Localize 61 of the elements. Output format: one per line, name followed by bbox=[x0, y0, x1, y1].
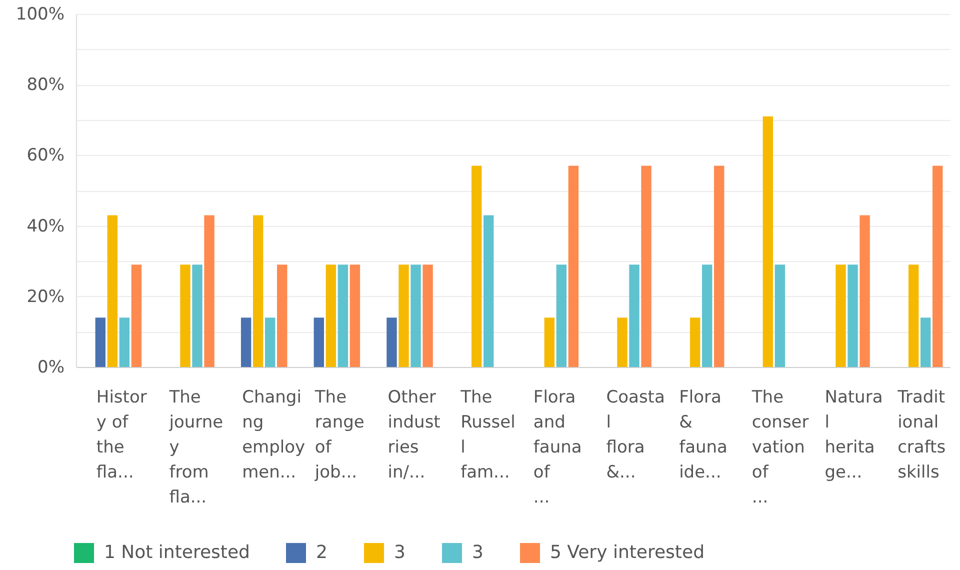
bar bbox=[471, 166, 482, 367]
bar bbox=[277, 264, 288, 367]
x-tick-label: Tradit ional crafts skills bbox=[896, 388, 946, 482]
legend-label: 3 bbox=[472, 542, 484, 563]
bar bbox=[714, 166, 724, 367]
bar bbox=[617, 318, 628, 367]
bar bbox=[398, 264, 409, 367]
bar bbox=[338, 264, 348, 367]
bar bbox=[119, 318, 130, 367]
bar bbox=[326, 264, 336, 367]
bar bbox=[264, 318, 276, 367]
legend-label: 3 bbox=[394, 542, 406, 563]
y-tick-label: 40% bbox=[26, 216, 64, 236]
y-tick-label: 0% bbox=[38, 358, 64, 378]
bar bbox=[641, 166, 652, 367]
bar bbox=[386, 318, 397, 367]
y-tick-label: 80% bbox=[26, 75, 64, 96]
legend-label: 2 bbox=[316, 542, 328, 563]
x-tick-label: The range of job... bbox=[314, 388, 364, 482]
bar bbox=[774, 264, 786, 367]
bar bbox=[920, 318, 931, 367]
bar bbox=[932, 166, 943, 367]
bar bbox=[240, 318, 252, 367]
bar bbox=[422, 264, 433, 367]
bar bbox=[908, 264, 919, 367]
bar bbox=[95, 318, 106, 367]
legend-label: 5 Very interested bbox=[550, 542, 704, 563]
bar bbox=[410, 264, 421, 367]
x-tick-label: Other indust ries in/... bbox=[388, 388, 441, 482]
bar bbox=[483, 215, 494, 367]
bar bbox=[762, 116, 774, 367]
x-tick-label: The journe y from fla... bbox=[168, 388, 224, 508]
bar bbox=[314, 318, 324, 367]
x-tick-label: Flora & fauna ide... bbox=[679, 388, 728, 482]
bar bbox=[848, 264, 858, 367]
y-tick-label: 20% bbox=[26, 286, 64, 307]
bar bbox=[860, 215, 870, 367]
y-tick-label: 100% bbox=[16, 4, 64, 24]
bar bbox=[252, 215, 264, 367]
y-tick-label: 60% bbox=[26, 146, 64, 166]
x-tick-label: Histor y of the fla... bbox=[96, 388, 147, 482]
x-tick-label: Natura l herita ge... bbox=[824, 388, 883, 482]
bar bbox=[131, 264, 142, 367]
bar bbox=[556, 264, 567, 367]
bar bbox=[690, 318, 700, 367]
x-tick-label: The Russel l fam... bbox=[460, 388, 516, 482]
bar bbox=[350, 264, 360, 367]
legend-label: 1 Not interested bbox=[104, 542, 250, 563]
bar bbox=[180, 264, 190, 367]
bar bbox=[568, 166, 579, 367]
x-tick-label: Flora and fauna of ... bbox=[533, 388, 582, 508]
x-tick-label: Changi ng employ men... bbox=[242, 388, 306, 482]
x-tick-label: Coasta l flora &... bbox=[606, 388, 665, 482]
bar bbox=[836, 264, 846, 367]
bar bbox=[192, 264, 202, 367]
bar bbox=[544, 318, 555, 367]
x-tick-label: The conser vation of ... bbox=[750, 388, 809, 508]
bar bbox=[107, 215, 118, 367]
bar bbox=[702, 264, 712, 367]
bar bbox=[204, 215, 214, 367]
bar bbox=[629, 264, 640, 367]
